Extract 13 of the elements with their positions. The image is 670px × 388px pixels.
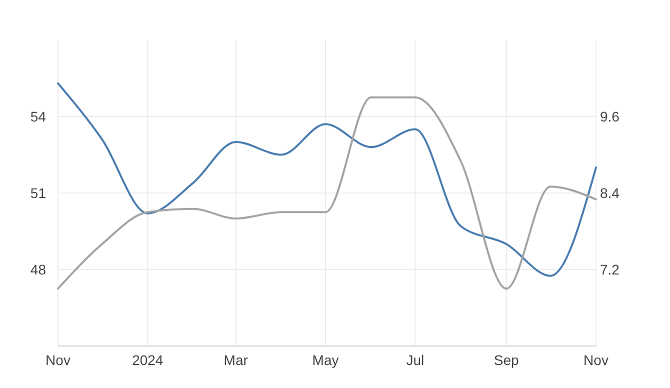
x-tick-label: Jul (406, 352, 424, 368)
y-tick-label: 54 (30, 108, 46, 124)
x-tick-label: Nov (584, 352, 608, 368)
y2-tick-label: 7.2 (600, 261, 620, 278)
y2-tick-label: 8.4 (600, 184, 620, 201)
x-tick-label: Mar (224, 352, 248, 368)
y-tick-label: 51 (30, 184, 46, 201)
y2-tick-label: 9.6 (600, 108, 620, 124)
x-tick-label: Nov (46, 352, 70, 368)
x-tick-label: May (312, 352, 339, 368)
x-tick-label: 2024 (132, 352, 164, 368)
y-tick-label: 48 (30, 261, 46, 278)
x-tick-label: Sep (494, 352, 519, 368)
